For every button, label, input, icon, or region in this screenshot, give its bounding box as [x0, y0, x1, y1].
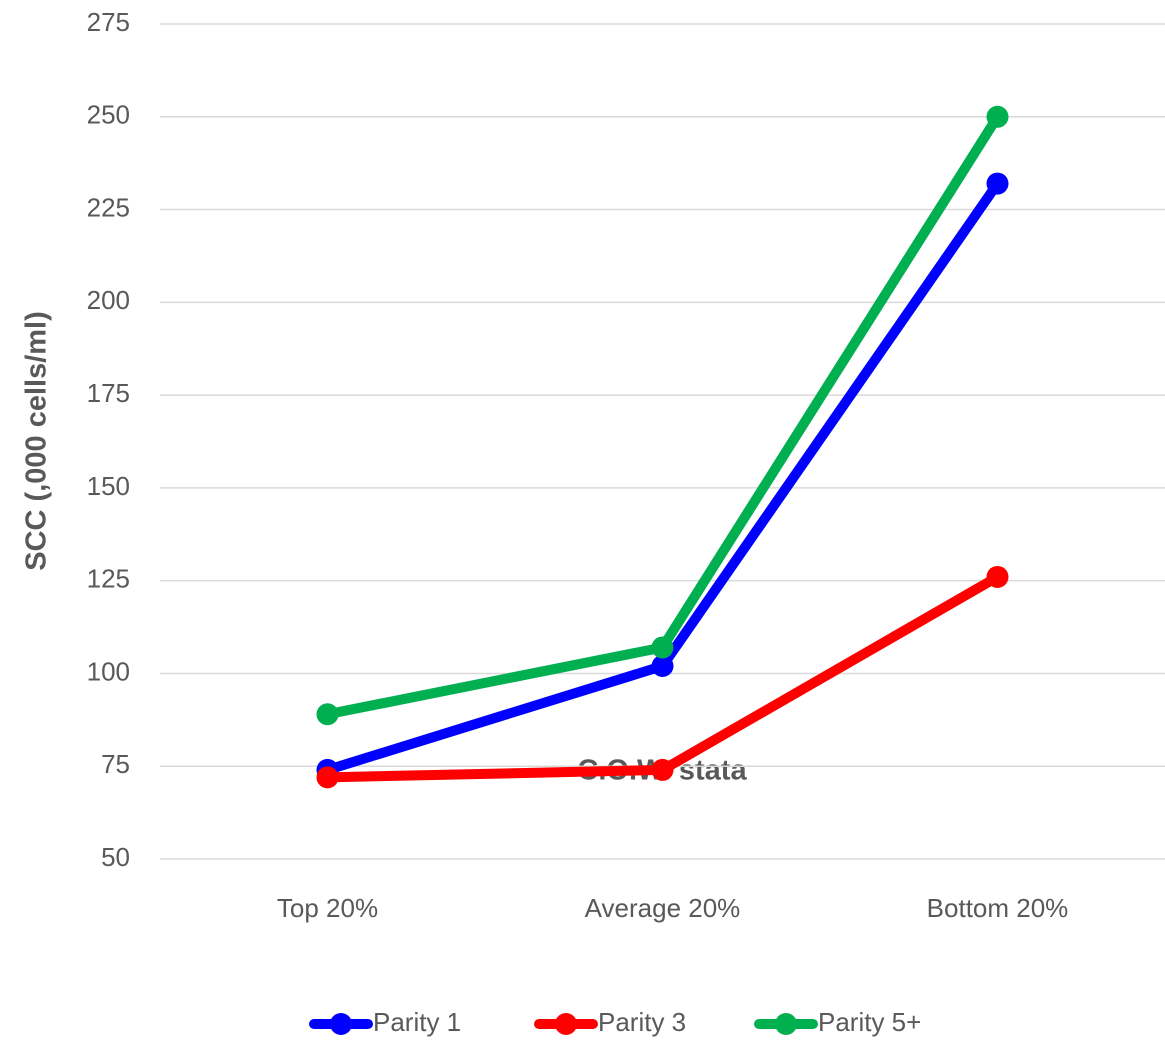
y-tick-label: 200: [87, 285, 130, 315]
x-tick-label: Bottom 20%: [927, 893, 1069, 923]
data-point: [651, 655, 674, 678]
data-point: [651, 758, 674, 781]
legend-marker: [775, 1013, 797, 1035]
x-tick-label: Top 20%: [277, 893, 378, 923]
data-point: [316, 703, 339, 726]
y-tick-label: 75: [101, 749, 130, 779]
series-line: [322, 571, 1003, 783]
data-point: [986, 172, 1009, 195]
y-tick-label: 275: [87, 7, 130, 37]
data-point: [316, 766, 339, 789]
series-line: [322, 111, 1003, 720]
y-tick-label: 175: [87, 378, 130, 408]
legend-label: Parity 3: [598, 1007, 686, 1037]
x-tick-label: Average 20%: [585, 893, 741, 923]
y-tick-label: 50: [101, 842, 130, 872]
y-tick-label: 225: [87, 192, 130, 222]
data-point: [651, 636, 674, 659]
data-point: [986, 565, 1009, 588]
legend-marker: [555, 1013, 577, 1035]
y-tick-label: 150: [87, 471, 130, 501]
legend-marker: [330, 1013, 352, 1035]
legend-label: Parity 5+: [818, 1007, 921, 1037]
y-tick-label: 125: [87, 564, 130, 594]
y-tick-label: 100: [87, 656, 130, 686]
data-point: [986, 105, 1009, 128]
y-tick-label: 250: [87, 100, 130, 130]
legend-label: Parity 1: [373, 1007, 461, 1037]
y-axis-title: SCC (,000 cells/ml): [21, 311, 53, 571]
